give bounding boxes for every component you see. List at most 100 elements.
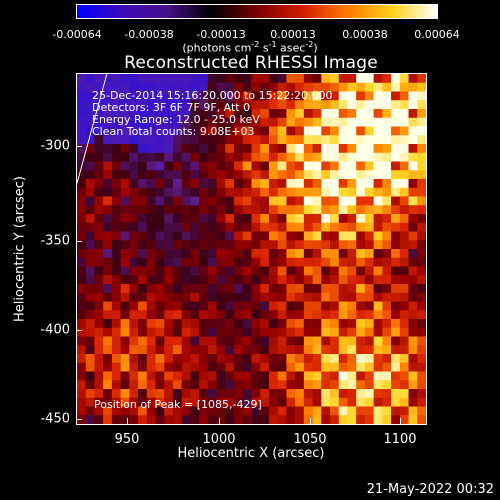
image-pixel (77, 266, 87, 276)
image-pixel (330, 354, 340, 364)
image-pixel (172, 74, 183, 84)
image-pixel (356, 319, 366, 329)
image-pixel (356, 257, 366, 267)
image-pixel (277, 240, 287, 250)
image-pixel (129, 222, 139, 232)
image-pixel (286, 327, 296, 337)
image-pixel (146, 319, 156, 329)
image-pixel (111, 371, 121, 381)
image-pixel (373, 91, 383, 101)
image-pixel (303, 327, 313, 337)
image-pixel (391, 161, 401, 171)
image-pixel (330, 117, 340, 127)
image-pixel (356, 240, 366, 250)
image-pixel (251, 100, 261, 110)
image-pixel (356, 152, 366, 162)
image-pixel (164, 362, 174, 372)
image-pixel (312, 222, 322, 232)
image-pixel (330, 415, 340, 424)
image-pixel (277, 100, 287, 110)
image-pixel (172, 240, 183, 250)
image-pixel (146, 152, 156, 162)
image-pixel (408, 231, 418, 241)
image-pixel (312, 371, 322, 381)
image-pixel (408, 327, 418, 337)
image-pixel (138, 284, 148, 294)
image-pixel (225, 345, 235, 355)
image-pixel (347, 222, 357, 232)
image-pixel (295, 292, 305, 302)
image-pixel (391, 327, 401, 337)
image-pixel (312, 275, 322, 285)
image-pixel (190, 222, 200, 232)
image-pixel (338, 284, 348, 294)
image-pixel (138, 196, 148, 206)
image-pixel (103, 205, 113, 215)
image-pixel (312, 310, 322, 320)
image-pixel (129, 231, 139, 241)
image-pixel (312, 336, 322, 346)
image-pixel (303, 196, 313, 206)
image-pixel (207, 266, 217, 276)
image-pixel (138, 389, 148, 399)
image-pixel (85, 249, 95, 259)
image-pixel (77, 205, 87, 215)
image-pixel (207, 231, 217, 241)
image-pixel (190, 117, 200, 127)
image-pixel (312, 301, 322, 311)
image-pixel (242, 266, 252, 276)
image-pixel (77, 240, 87, 250)
image-pixel (277, 345, 287, 355)
image-pixel (225, 109, 235, 119)
image-pixel (330, 240, 340, 250)
image-pixel (111, 135, 121, 145)
image-pixel (321, 214, 331, 224)
image-pixel (382, 310, 392, 320)
image-pixel (277, 74, 287, 84)
image-pixel (277, 82, 287, 92)
image-pixel (364, 74, 374, 84)
image-pixel (138, 397, 148, 407)
image-pixel (251, 179, 261, 189)
image-pixel (190, 126, 200, 136)
image-pixel (242, 170, 252, 180)
image-pixel (286, 362, 296, 372)
image-pixel (277, 301, 287, 311)
image-pixel (399, 371, 409, 381)
image-pixel (129, 284, 139, 294)
image-pixel (312, 397, 322, 407)
image-pixel (172, 371, 183, 381)
image-pixel (356, 301, 366, 311)
image-pixel (321, 91, 331, 101)
image-pixel (120, 354, 130, 364)
image-pixel (330, 82, 340, 92)
image-pixel (216, 389, 226, 399)
xtick-label: 950 (114, 432, 140, 447)
image-pixel (225, 187, 235, 197)
image-pixel (251, 205, 261, 215)
image-pixel (120, 152, 130, 162)
image-pixel (120, 249, 130, 259)
image-pixel (303, 205, 313, 215)
image-pixel (399, 266, 409, 276)
image-pixel (399, 319, 409, 329)
image-pixel (321, 249, 331, 259)
image-pixel (242, 345, 252, 355)
image-pixel (364, 371, 374, 381)
image-pixel (138, 179, 148, 189)
image-pixel (303, 301, 313, 311)
image-pixel (207, 161, 217, 171)
image-pixel (347, 345, 357, 355)
image-pixel (77, 257, 87, 267)
image-pixel (190, 187, 200, 197)
image-pixel (242, 196, 252, 206)
image-pixel (172, 205, 183, 215)
image-pixel (199, 170, 209, 180)
image-pixel (356, 82, 366, 92)
image-pixel (347, 249, 357, 259)
image-pixel (408, 240, 418, 250)
image-pixel (286, 170, 296, 180)
image-pixel (111, 406, 121, 416)
image-pixel (338, 135, 348, 145)
image-pixel (234, 301, 244, 311)
